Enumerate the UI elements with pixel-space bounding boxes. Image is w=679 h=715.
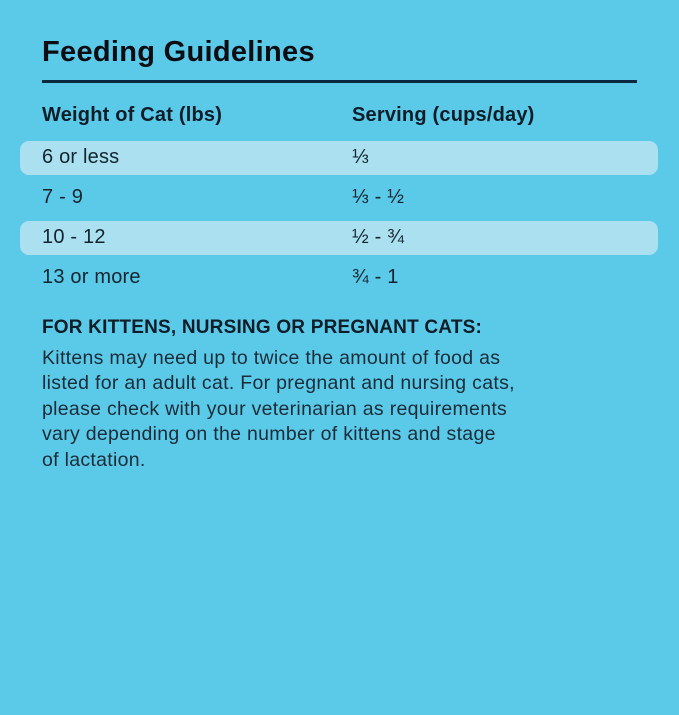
- weight-cell: 10 - 12: [42, 226, 106, 248]
- column-header-serving: Serving (cups/day): [352, 103, 535, 126]
- note-line: of lactation.: [42, 448, 146, 471]
- kittens-note-body: Kittens may need up to twice the amount …: [42, 346, 637, 474]
- table-header-row: Weight of Cat (lbs) Serving (cups/day): [42, 104, 637, 127]
- table-row: 6 or less ⅓: [20, 140, 658, 175]
- serving-cell: ⅓ - ½: [352, 186, 405, 208]
- weight-cell: 13 or more: [42, 266, 141, 288]
- table-row: 7 - 9 ⅓ - ½: [20, 181, 658, 215]
- kittens-note-heading: FOR KITTENS, NURSING OR PREGNANT CATS:: [42, 316, 483, 338]
- note-line: Kittens may need up to twice the amount …: [42, 346, 501, 369]
- note-line: vary depending on the number of kittens …: [42, 423, 496, 445]
- note-line: listed for an adult cat. For pregnant an…: [42, 372, 515, 394]
- feeding-table: 6 or less ⅓ 7 - 9 ⅓ - ½ 10 - 12 ½ - ¾ 13…: [20, 140, 658, 295]
- kittens-note: FOR KITTENS, NURSING OR PREGNANT CATS: K…: [42, 317, 637, 474]
- table-row: 10 - 12 ½ - ¾: [20, 220, 658, 255]
- page-title: Feeding Guidelines: [42, 36, 315, 68]
- note-line: please check with your veterinarian as r…: [42, 397, 508, 420]
- serving-cell: ¾ - 1: [352, 266, 399, 288]
- title-divider: [42, 80, 637, 83]
- table-row: 13 or more ¾ - 1: [20, 261, 658, 295]
- feeding-guidelines-panel: Feeding Guidelines Weight of Cat (lbs) S…: [0, 36, 679, 715]
- weight-cell: 6 or less: [42, 146, 120, 168]
- serving-cell: ⅓: [352, 146, 369, 168]
- column-header-weight: Weight of Cat (lbs): [42, 103, 223, 126]
- weight-cell: 7 - 9: [42, 186, 84, 208]
- serving-cell: ½ - ¾: [352, 226, 405, 248]
